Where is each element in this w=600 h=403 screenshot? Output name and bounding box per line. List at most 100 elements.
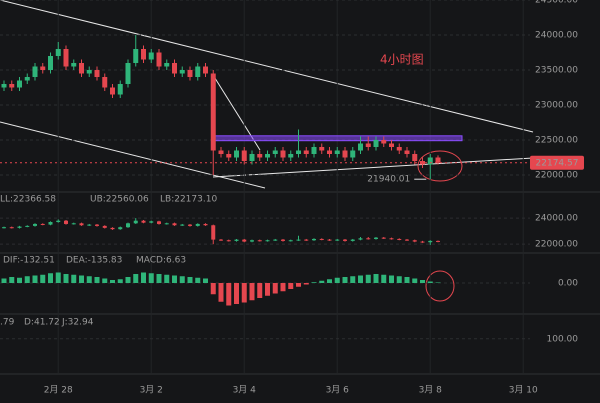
- candle-body: [412, 154, 418, 161]
- macd-bar: [327, 279, 332, 283]
- candle-body: [56, 220, 61, 222]
- macd-bar: [226, 283, 232, 306]
- candle-body: [226, 154, 232, 158]
- candle-body: [435, 157, 441, 163]
- macd-bar: [218, 283, 224, 302]
- candle-body: [350, 150, 356, 158]
- candle-body: [249, 154, 255, 161]
- candle-body: [389, 143, 394, 147]
- macd-bar: [48, 273, 53, 283]
- x-tick-label: 3月 4: [233, 385, 257, 396]
- candle-body: [265, 154, 270, 158]
- macd-bar: [272, 283, 278, 294]
- candle-body: [126, 223, 130, 228]
- candle-body: [179, 70, 185, 74]
- macd-bar: [63, 274, 69, 283]
- panel-separators: [0, 191, 600, 375]
- candle-body: [366, 238, 371, 240]
- macd-bar: [396, 276, 402, 283]
- macd-bar: [195, 277, 201, 283]
- candle-body: [40, 66, 46, 70]
- candle-body: [273, 239, 278, 241]
- macd-bar: [311, 282, 317, 283]
- candle-body: [63, 49, 69, 67]
- x-tick-label: 3月 8: [419, 385, 443, 396]
- y-tick-label: 24000.00: [535, 214, 578, 224]
- y-tick-label: 24000.00: [535, 31, 578, 41]
- candle-body: [55, 49, 61, 56]
- candle-body: [102, 225, 107, 228]
- candle-body: [141, 220, 146, 223]
- macd-bar: [319, 280, 325, 283]
- macd-bar: [296, 283, 301, 287]
- macd-bar: [358, 275, 363, 283]
- candle-body: [25, 225, 30, 227]
- candle-body: [164, 63, 170, 67]
- y-tick-label: 22500.00: [535, 136, 578, 146]
- indicator-label: DIF:-132.51: [3, 256, 55, 266]
- candle-body: [48, 222, 53, 225]
- macd-bar: [187, 277, 193, 283]
- macd-bar: [133, 274, 139, 283]
- macd-bar: [373, 274, 379, 283]
- candle-body: [350, 239, 355, 241]
- candle-body: [397, 238, 402, 240]
- candle-body: [79, 63, 84, 74]
- candle-body: [427, 157, 433, 165]
- candle-body: [288, 240, 293, 242]
- candle-body: [358, 238, 363, 240]
- candle-body: [1, 84, 7, 88]
- candle-body: [374, 237, 378, 239]
- candle-body: [234, 239, 239, 241]
- candle-body: [219, 239, 223, 241]
- macd-bar: [55, 272, 61, 283]
- candle-body: [102, 77, 108, 88]
- x-tick-label: 2月 28: [44, 385, 73, 396]
- candle-body: [288, 154, 294, 158]
- macd-bar: [303, 283, 309, 285]
- candle-body: [312, 238, 316, 241]
- trend-lines: [0, 0, 534, 189]
- y-tick-label: 0.00: [558, 279, 578, 289]
- candle-body: [40, 223, 45, 225]
- x-tick-label: 3月 6: [326, 385, 350, 396]
- candle-body: [281, 239, 285, 241]
- macd-bar: [381, 274, 387, 283]
- candle-body: [365, 143, 371, 147]
- highlight-circle: [425, 270, 455, 302]
- candle-body: [218, 150, 224, 154]
- candle-body: [381, 140, 387, 144]
- candle-body: [187, 70, 193, 77]
- macd-bar: [1, 278, 7, 283]
- candle-body: [257, 154, 263, 158]
- candle-body: [94, 70, 100, 77]
- candle-body: [2, 227, 6, 229]
- candle-body: [148, 52, 154, 60]
- candle-body: [335, 239, 340, 241]
- candle-body: [250, 240, 254, 242]
- macd-bar: [172, 275, 177, 283]
- candle-body: [86, 70, 92, 74]
- macd-bar: [156, 274, 162, 283]
- candle-body: [265, 240, 270, 242]
- candle-body: [358, 143, 363, 151]
- indicator-label: MACD:6.63: [136, 256, 186, 266]
- macd-bar: [365, 274, 371, 283]
- candle-body: [87, 224, 92, 226]
- candle-body: [172, 223, 177, 226]
- y-tick-label: 22000.00: [535, 240, 578, 250]
- macd-bar: [389, 275, 394, 283]
- candle-body: [319, 238, 324, 240]
- macd-bar: [334, 277, 340, 283]
- candle-body: [334, 150, 340, 154]
- macd-bar: [257, 283, 263, 298]
- low-annotation: 21940.01: [367, 175, 410, 185]
- candle-body: [71, 63, 77, 67]
- macd-bar: [435, 282, 441, 284]
- macd-bar: [17, 277, 22, 283]
- candle-body: [242, 239, 247, 242]
- macd-bar: [179, 276, 185, 283]
- macd-bar: [164, 274, 170, 283]
- macd-bar: [79, 275, 84, 283]
- macd-bar: [32, 275, 38, 283]
